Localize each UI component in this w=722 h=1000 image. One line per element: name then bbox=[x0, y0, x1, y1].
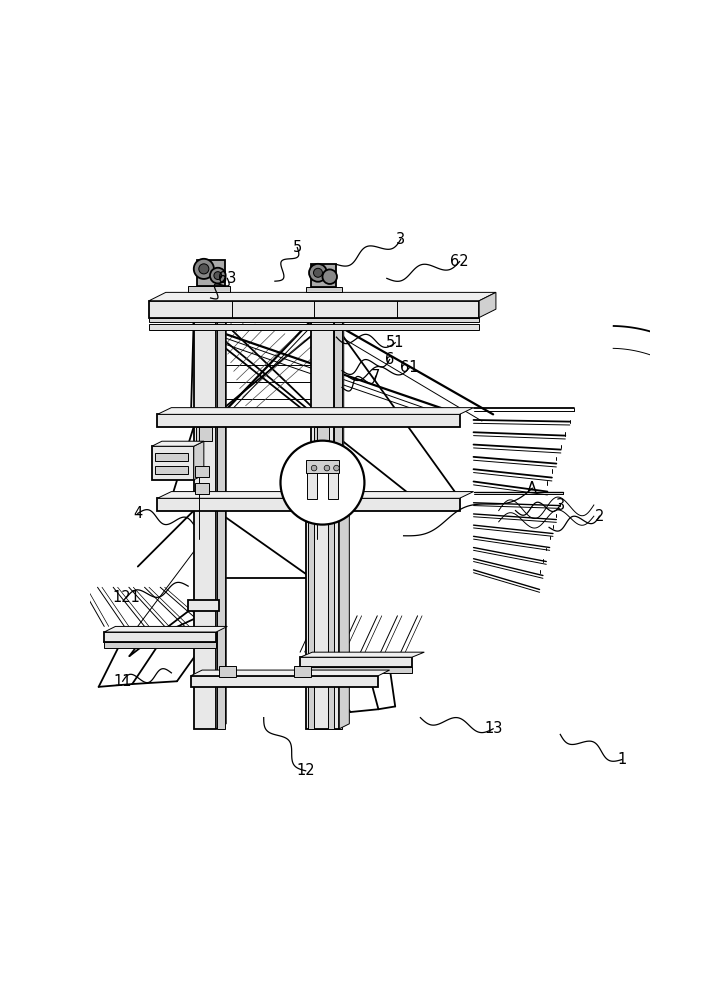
Circle shape bbox=[323, 269, 337, 284]
Polygon shape bbox=[152, 441, 204, 446]
Circle shape bbox=[214, 272, 222, 280]
Text: 7: 7 bbox=[371, 369, 380, 384]
Bar bbox=[305, 287, 342, 292]
Polygon shape bbox=[193, 441, 204, 480]
Bar bbox=[334, 320, 342, 729]
Bar bbox=[313, 483, 326, 494]
Circle shape bbox=[309, 264, 327, 282]
Bar bbox=[313, 427, 329, 441]
Text: 5: 5 bbox=[292, 240, 302, 255]
Text: 3: 3 bbox=[396, 232, 405, 247]
Bar bbox=[219, 666, 236, 677]
Text: 51: 51 bbox=[386, 335, 404, 350]
Bar bbox=[191, 676, 378, 687]
Bar bbox=[313, 466, 326, 477]
Bar bbox=[300, 667, 412, 673]
Polygon shape bbox=[157, 408, 474, 414]
Circle shape bbox=[324, 465, 330, 471]
Circle shape bbox=[311, 465, 317, 471]
Polygon shape bbox=[300, 652, 425, 657]
Polygon shape bbox=[479, 292, 496, 318]
Bar bbox=[196, 427, 212, 441]
Bar bbox=[188, 600, 219, 611]
Bar bbox=[305, 460, 339, 473]
Text: 3: 3 bbox=[556, 497, 565, 512]
Text: 4: 4 bbox=[133, 506, 142, 521]
Polygon shape bbox=[216, 315, 226, 729]
Circle shape bbox=[199, 264, 209, 274]
Bar bbox=[149, 324, 479, 330]
Bar bbox=[311, 320, 334, 729]
Bar bbox=[155, 466, 188, 474]
Bar bbox=[104, 632, 216, 642]
Polygon shape bbox=[311, 315, 344, 320]
Polygon shape bbox=[334, 315, 344, 729]
Circle shape bbox=[193, 259, 214, 279]
Bar bbox=[193, 320, 216, 729]
Bar bbox=[311, 264, 336, 287]
Circle shape bbox=[313, 268, 323, 277]
Bar bbox=[294, 666, 311, 677]
Bar bbox=[157, 414, 460, 427]
Bar bbox=[149, 301, 479, 318]
Text: 12: 12 bbox=[296, 763, 315, 778]
Bar bbox=[328, 511, 334, 729]
Text: 63: 63 bbox=[218, 271, 237, 286]
Bar bbox=[104, 642, 216, 648]
Text: 1: 1 bbox=[617, 752, 627, 767]
Bar bbox=[152, 446, 193, 480]
Text: 2: 2 bbox=[595, 509, 604, 524]
Text: 121: 121 bbox=[113, 590, 141, 605]
Bar bbox=[157, 498, 460, 511]
Polygon shape bbox=[193, 315, 226, 320]
Circle shape bbox=[334, 465, 339, 471]
Bar bbox=[307, 466, 317, 499]
Polygon shape bbox=[149, 292, 496, 301]
Polygon shape bbox=[339, 506, 349, 729]
Bar bbox=[195, 483, 209, 494]
Text: 13: 13 bbox=[484, 721, 503, 736]
Bar bbox=[305, 511, 339, 729]
Polygon shape bbox=[157, 492, 474, 498]
Polygon shape bbox=[191, 670, 390, 676]
Polygon shape bbox=[104, 626, 227, 632]
Circle shape bbox=[280, 441, 365, 525]
Circle shape bbox=[210, 268, 226, 283]
Bar bbox=[217, 320, 225, 729]
Bar bbox=[308, 511, 314, 729]
Text: 6: 6 bbox=[385, 352, 394, 367]
Bar bbox=[195, 466, 209, 477]
Bar bbox=[300, 657, 412, 667]
Text: 62: 62 bbox=[451, 254, 469, 269]
Text: A: A bbox=[527, 481, 537, 496]
Bar bbox=[328, 466, 338, 499]
Bar bbox=[149, 318, 479, 322]
Bar bbox=[196, 260, 225, 286]
Text: 11: 11 bbox=[113, 674, 132, 689]
Text: 61: 61 bbox=[400, 360, 419, 375]
Bar bbox=[188, 286, 230, 292]
Bar bbox=[155, 453, 188, 461]
